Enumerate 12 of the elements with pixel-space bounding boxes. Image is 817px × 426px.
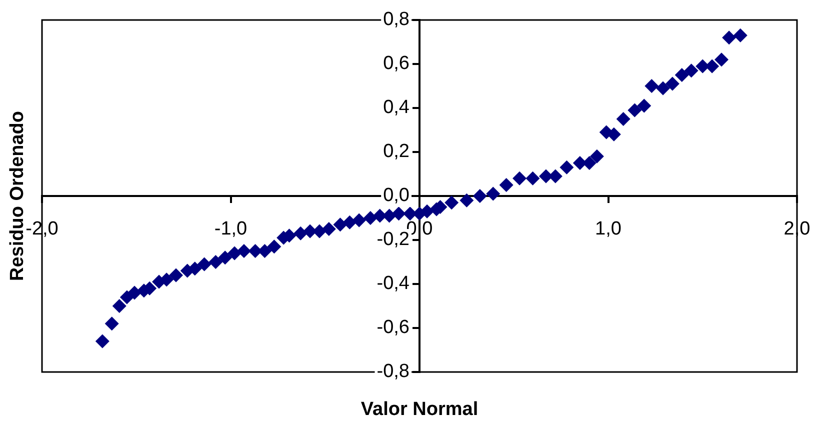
x-axis-title: Valor Normal bbox=[360, 399, 478, 420]
y-tick-label: 0,6 bbox=[383, 53, 410, 74]
x-tick-label: 1,0 bbox=[595, 218, 622, 240]
y-tick-label: 0,8 bbox=[383, 9, 410, 30]
y-tick-label: -0,2 bbox=[376, 229, 410, 250]
y-tick-label: -0,6 bbox=[376, 317, 410, 338]
y-tick-label: 0,0 bbox=[383, 185, 410, 206]
y-tick-label: 0,2 bbox=[383, 141, 410, 162]
y-tick-label: -0,8 bbox=[376, 361, 410, 382]
x-tick-label: -1,0 bbox=[214, 218, 248, 240]
y-tick-label: 0,4 bbox=[383, 97, 410, 118]
y-tick-label: -0,4 bbox=[376, 273, 410, 294]
